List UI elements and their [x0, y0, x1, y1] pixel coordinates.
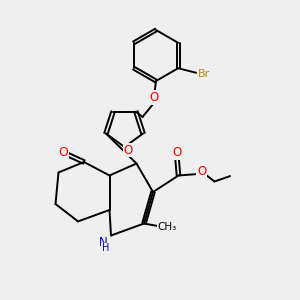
Text: O: O: [124, 143, 133, 157]
Text: CH₃: CH₃: [158, 221, 177, 232]
Text: O: O: [172, 146, 182, 159]
Text: O: O: [58, 146, 68, 159]
Text: O: O: [150, 91, 159, 104]
Text: O: O: [197, 165, 206, 178]
Text: N: N: [99, 236, 108, 250]
Text: Br: Br: [198, 69, 211, 79]
Text: H: H: [102, 243, 110, 254]
